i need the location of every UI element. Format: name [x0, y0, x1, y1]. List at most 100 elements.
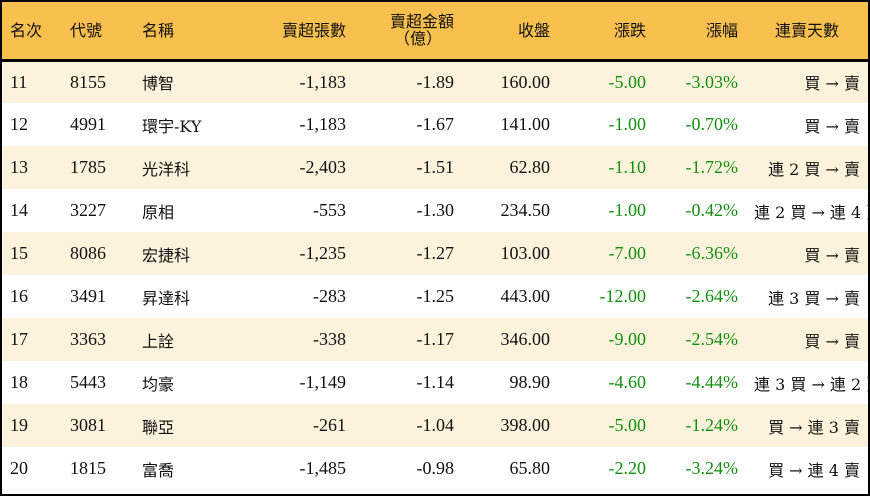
- stock-name-cell: 光洋科: [142, 159, 191, 179]
- change-pct-cell: -2.64%: [685, 286, 739, 306]
- rank-cell: 11: [10, 71, 28, 92]
- stock-name-cell: 博智: [142, 74, 175, 94]
- table-row[interactable]: 12 4991 環宇-KY -1,183 -1.67 141.00 -1.00 -0.70% 買…: [2, 103, 868, 146]
- table-row[interactable]: 11 8155 博智 -1,183 -1.89 160.00 -5.00 -3.03% 買 → …: [2, 60, 868, 103]
- stock-name-cell: 均豪: [142, 374, 175, 394]
- stock-name-cell: 環宇-KY: [142, 116, 202, 136]
- code-cell: 3491: [70, 286, 106, 306]
- code-cell: 8155: [70, 71, 106, 92]
- header-change-pct: 漲幅: [705, 20, 738, 40]
- consecutive-days-cell: 連 2 買 → 連 4 賣: [754, 202, 870, 222]
- consecutive-days-cell: 連 2 買 → 賣: [768, 159, 860, 179]
- sell-amount-cell: -1.14: [416, 372, 455, 392]
- table-row[interactable]: 15 8086 宏捷科 -1,235 -1.27 103.00 -7.00 -6.36% 買 →…: [2, 232, 868, 275]
- consecutive-days-cell: 買 → 賣: [804, 331, 860, 351]
- code-cell: 3081: [70, 415, 106, 435]
- close-price-cell: 103.00: [500, 243, 551, 263]
- consecutive-days-cell: 連 3 買 → 賣: [768, 288, 860, 308]
- stock-name-cell: 富喬: [142, 460, 175, 480]
- close-price-cell: 160.00: [500, 71, 551, 92]
- sell-lots-cell: -283: [313, 286, 346, 306]
- change-cell: -1.10: [608, 157, 647, 177]
- code-cell: 3363: [70, 329, 106, 349]
- close-price-cell: 98.90: [509, 372, 551, 392]
- rank-cell: 16: [10, 286, 28, 306]
- change-pct-cell: -1.24%: [685, 415, 739, 435]
- sell-amount-cell: -0.98: [416, 458, 455, 478]
- code-cell: 1785: [70, 157, 106, 177]
- close-price-cell: 443.00: [500, 286, 551, 306]
- header-row: 名次 代號 名稱 賣超張數 賣超金額 （億） 收盤 漲跌 漲幅 連賣天數: [2, 2, 868, 60]
- close-price-cell: 65.80: [509, 458, 551, 478]
- table-header: 名次 代號 名稱 賣超張數 賣超金額 （億） 收盤 漲跌 漲幅 連賣天數: [2, 2, 868, 60]
- stock-name-cell: 宏捷科: [142, 245, 191, 265]
- change-cell: -4.60: [608, 372, 647, 392]
- table-row[interactable]: 17 3363 上詮 -338 -1.17 346.00 -9.00 -2.54% 買 → 賣: [2, 318, 868, 361]
- sell-amount-cell: -1.67: [416, 114, 455, 134]
- header-name: 名稱: [142, 20, 175, 40]
- code-cell: 4991: [70, 114, 106, 134]
- rank-cell: 19: [10, 415, 28, 435]
- close-price-cell: 141.00: [500, 114, 551, 134]
- table-row[interactable]: 18 5443 均豪 -1,149 -1.14 98.90 -4.60 -4.44% 連 3 買…: [2, 361, 870, 404]
- rank-cell: 14: [10, 200, 28, 220]
- header-rank: 名次: [10, 20, 43, 40]
- header-sell-amount-line1: 賣超金額: [389, 12, 454, 32]
- rank-cell: 12: [10, 114, 28, 134]
- header-consecutive-days: 連賣天數: [774, 20, 839, 40]
- sell-amount-cell: -1.04: [416, 415, 455, 435]
- change-cell: -5.00: [608, 71, 647, 92]
- change-pct-cell: -4.44%: [685, 372, 739, 392]
- close-price-cell: 346.00: [500, 329, 551, 349]
- header-sell-lots: 賣超張數: [281, 20, 346, 40]
- rank-cell: 20: [10, 458, 28, 478]
- change-pct-cell: -0.42%: [685, 200, 739, 220]
- sell-lots-cell: -553: [313, 200, 346, 220]
- table-row[interactable]: 14 3227 原相 -553 -1.30 234.50 -1.00 -0.42% 連 2 買 …: [2, 189, 870, 232]
- change-cell: -12.00: [599, 286, 647, 306]
- change-cell: -1.00: [608, 200, 647, 220]
- change-pct-cell: -1.72%: [685, 157, 739, 177]
- sell-amount-cell: -1.17: [416, 329, 455, 349]
- change-pct-cell: -6.36%: [685, 243, 739, 263]
- table-row[interactable]: 20 1815 富喬 -1,485 -0.98 65.80 -2.20 -3.24% 買 → 連…: [2, 447, 868, 490]
- stock-name-cell: 原相: [142, 202, 175, 222]
- change-cell: -7.00: [608, 243, 647, 263]
- header-code: 代號: [70, 20, 103, 40]
- change-cell: -9.00: [608, 329, 647, 349]
- stock-name-cell: 聯亞: [142, 417, 175, 437]
- close-price-cell: 398.00: [500, 415, 551, 435]
- consecutive-days-cell: 買 → 賣: [804, 74, 860, 94]
- table-row[interactable]: 16 3491 昇達科 -283 -1.25 443.00 -12.00 -2.64% 連 3 …: [2, 275, 868, 318]
- sell-lots-cell: -261: [313, 415, 346, 435]
- consecutive-days-cell: 買 → 連 4 賣: [768, 460, 860, 480]
- sell-amount-cell: -1.51: [416, 157, 455, 177]
- sell-lots-cell: -1,183: [299, 71, 347, 92]
- header-close: 收盤: [517, 20, 550, 40]
- sell-lots-cell: -1,235: [299, 243, 347, 263]
- rank-cell: 15: [10, 243, 28, 263]
- rank-cell: 18: [10, 372, 28, 392]
- close-price-cell: 234.50: [500, 200, 551, 220]
- consecutive-days-cell: 買 → 連 3 賣: [768, 417, 860, 437]
- rank-cell: 17: [10, 329, 28, 349]
- consecutive-days-cell: 連 3 買 → 連 2 賣: [754, 374, 870, 394]
- change-pct-cell: -3.03%: [685, 71, 739, 92]
- sell-lots-cell: -1,485: [299, 458, 347, 478]
- header-sell-amount: 賣超金額 （億）: [354, 2, 462, 60]
- sell-amount-cell: -1.30: [416, 200, 455, 220]
- table-row[interactable]: 19 3081 聯亞 -261 -1.04 398.00 -5.00 -1.24% 買 → 連 …: [2, 404, 868, 447]
- sell-lots-cell: -2,403: [299, 157, 347, 177]
- sell-lots-cell: -1,183: [299, 114, 347, 134]
- stock-name-cell: 昇達科: [142, 288, 191, 308]
- stock-name-cell: 上詮: [142, 331, 175, 351]
- table-row[interactable]: 13 1785 光洋科 -2,403 -1.51 62.80 -1.10 -1.72% 連 2 …: [2, 146, 868, 189]
- rank-cell: 13: [10, 157, 28, 177]
- sell-amount-cell: -1.25: [416, 286, 455, 306]
- sell-lots-cell: -338: [313, 329, 346, 349]
- table-body: 11 8155 博智 -1,183 -1.89 160.00 -5.00 -3.03% 買 → …: [2, 60, 870, 490]
- code-cell: 5443: [70, 372, 106, 392]
- code-cell: 1815: [70, 458, 106, 478]
